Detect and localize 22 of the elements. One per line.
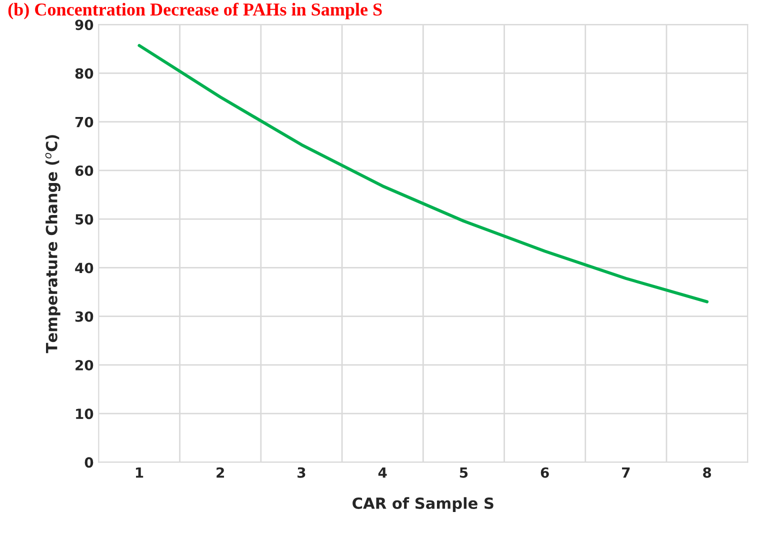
y-tick-label: 60 (75, 165, 94, 176)
x-tick-label: 3 (298, 467, 306, 478)
x-tick-label: 8 (703, 467, 712, 478)
x-tick-label: 7 (622, 468, 630, 478)
y-tick-label: 80 (75, 68, 94, 79)
y-tick-label: 20 (76, 360, 94, 370)
x-tick-label: 4 (378, 468, 387, 478)
y-tick-label: 40 (75, 262, 94, 274)
y-tick-label: 70 (75, 116, 94, 128)
x-tick-label: 2 (216, 467, 224, 478)
y-tick-label: 10 (76, 408, 94, 420)
x-tick-label: 5 (460, 468, 468, 478)
x-tick-label: 1 (136, 468, 144, 478)
line-series (138, 44, 709, 304)
y-tick-label: 90 (75, 20, 94, 30)
x-axis-title: CAR of Sample S (352, 497, 494, 512)
chart-title: (b) Concentration Decrease of PAHs in Sample S (8, 2, 382, 20)
x-tick-label: 6 (540, 467, 549, 478)
y-axis-title: Temperature Change ($^{o}$C) (45, 135, 60, 354)
y-tick-label: 30 (75, 311, 94, 322)
y-tick-label: 0 (84, 457, 94, 468)
y-tick-label: 50 (76, 214, 94, 225)
